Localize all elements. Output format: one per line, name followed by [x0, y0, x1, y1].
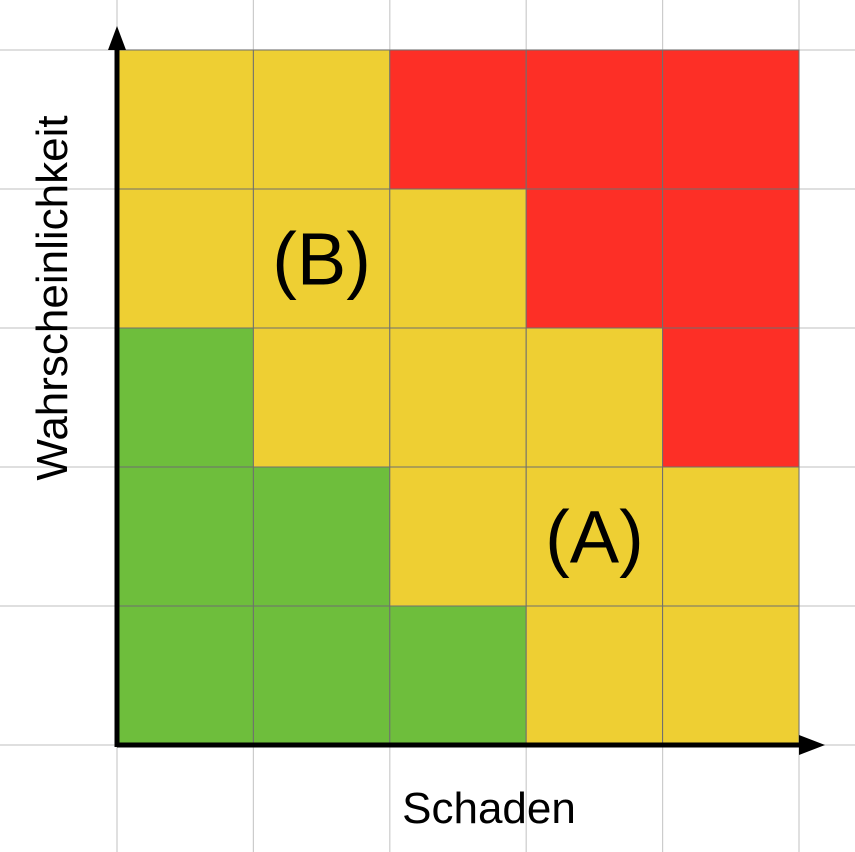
matrix-cell-yellow	[252, 188, 391, 329]
matrix-cell-yellow	[525, 605, 664, 746]
y-axis-arrowhead	[108, 26, 126, 50]
matrix-cell-red	[389, 49, 527, 190]
cell-annotations: (A) (B)	[272, 218, 643, 579]
axes	[108, 26, 825, 755]
cell-annotation-label: (A)	[545, 496, 644, 579]
matrix-cells	[116, 49, 800, 746]
matrix-cell-yellow	[389, 188, 527, 329]
x-axis-arrowhead	[799, 735, 825, 755]
matrix-cell-yellow	[525, 327, 664, 468]
matrix-cell-green	[116, 605, 254, 746]
matrix-cell-yellow	[389, 466, 527, 607]
matrix-cell-red	[662, 188, 800, 329]
matrix-cell-green	[252, 466, 391, 607]
matrix-cell-yellow	[389, 327, 527, 468]
matrix-cell-red	[525, 49, 664, 190]
matrix-cell-green	[252, 605, 391, 746]
matrix-cell-green	[116, 466, 254, 607]
matrix-cell-yellow	[252, 49, 391, 190]
matrix-cell-green	[116, 327, 254, 468]
matrix-cell-yellow	[116, 188, 254, 329]
matrix-cell-green	[389, 605, 527, 746]
matrix-cell-yellow	[252, 327, 391, 468]
x-axis-label: Schaden	[402, 784, 576, 833]
y-axis-label: Wahrscheinlichkeit	[28, 115, 77, 480]
matrix-cell-yellow	[525, 466, 664, 607]
matrix-cell-yellow	[662, 466, 800, 607]
cell-annotation-label: (B)	[272, 218, 371, 301]
matrix-cell-red	[662, 49, 800, 190]
matrix-cell-red	[662, 327, 800, 468]
matrix-cell-yellow	[662, 605, 800, 746]
matrix-cell-red	[525, 188, 664, 329]
matrix-cell-yellow	[116, 49, 254, 190]
